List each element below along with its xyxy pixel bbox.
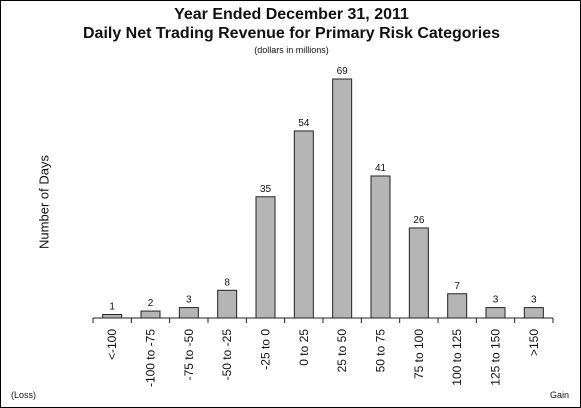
bar-value-label: 3 <box>531 295 537 306</box>
bar <box>217 289 238 319</box>
x-tick-label: -25 to 0 <box>259 329 273 370</box>
bar-value-label: 54 <box>298 118 310 129</box>
x-tick-label: 100 to 125 <box>450 329 464 386</box>
x-tick-label: 25 to 50 <box>335 329 349 373</box>
bar <box>255 196 276 319</box>
bar <box>332 78 353 319</box>
x-tick-label: >150 <box>527 329 541 356</box>
bar-value-label: 8 <box>224 277 230 288</box>
x-tick-label: 0 to 25 <box>297 329 311 366</box>
x-tick-label: -100 to -75 <box>144 329 158 387</box>
bar <box>370 175 391 319</box>
loss-label: (Loss) <box>11 390 37 400</box>
gain-label: Gain <box>550 390 570 400</box>
x-tick-label: 50 to 75 <box>374 329 388 373</box>
x-tick-label: -75 to -50 <box>182 329 196 381</box>
chart-subtitle: (dollars in millions) <box>254 45 329 55</box>
bar <box>523 307 544 319</box>
bar <box>293 130 314 319</box>
bar <box>178 307 199 319</box>
x-tick-label: -50 to -25 <box>220 329 234 381</box>
bar <box>485 307 506 319</box>
bar <box>408 227 429 319</box>
bar-value-label: 26 <box>413 215 425 226</box>
bar-value-label: 41 <box>375 163 387 174</box>
x-tick-label: 125 to 150 <box>489 329 503 386</box>
bar <box>140 310 161 319</box>
chart-title-line1: Year Ended December 31, 2011 <box>174 6 409 23</box>
bar <box>102 314 123 319</box>
bar-value-label: 69 <box>337 66 349 77</box>
bar-value-label: 35 <box>260 184 272 195</box>
x-tick-label: <-100 <box>105 329 119 360</box>
bar-value-label: 7 <box>454 281 460 292</box>
bar <box>447 293 468 319</box>
bar-value-label: 2 <box>148 298 154 309</box>
chart-title-line2: Daily Net Trading Revenue for Primary Ri… <box>82 25 501 42</box>
x-tick-label: 75 to 100 <box>412 329 426 379</box>
bar-value-label: 3 <box>186 295 192 306</box>
bar-value-label: 3 <box>493 295 499 306</box>
bar-value-label: 1 <box>109 302 115 313</box>
